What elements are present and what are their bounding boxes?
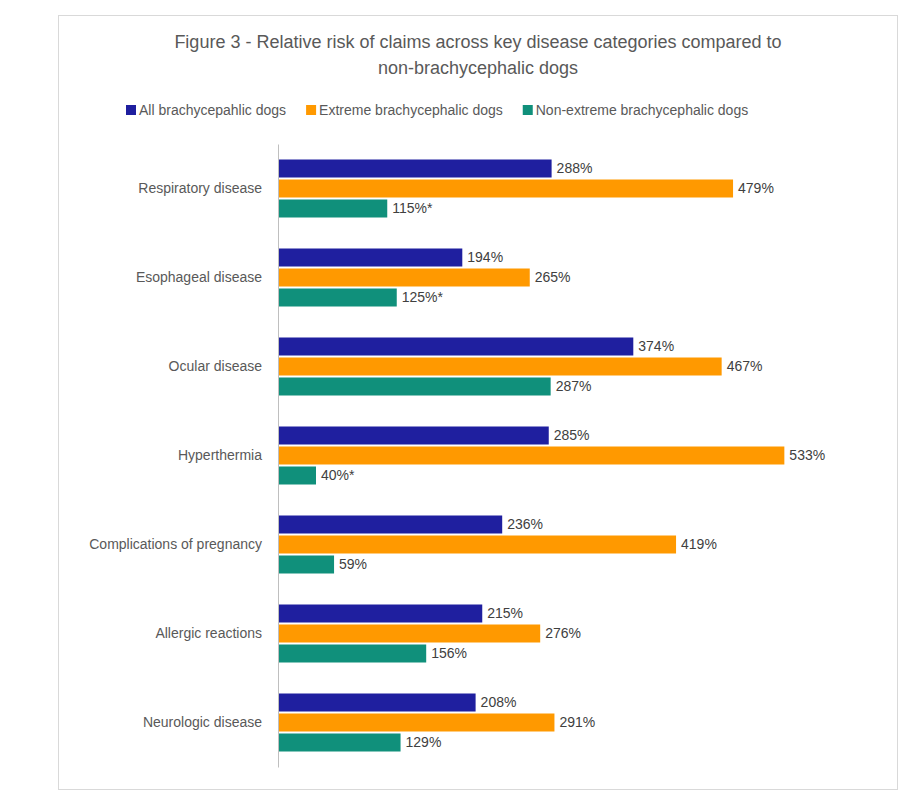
data-label: 115%* bbox=[392, 200, 433, 216]
tick: Allergic reactions bbox=[155, 625, 278, 641]
bar bbox=[278, 694, 476, 712]
title-line: non-brachycephalic dogs bbox=[378, 58, 578, 78]
data-label: 208% bbox=[481, 694, 517, 710]
data-label: 156% bbox=[431, 645, 467, 661]
tick-label: Esophageal disease bbox=[136, 269, 262, 285]
legend: All brachycepahlic dogs Extreme brachycep… bbox=[126, 102, 748, 118]
tick: Respiratory disease bbox=[138, 180, 278, 196]
data-label: 533% bbox=[789, 447, 825, 463]
data-label: 285% bbox=[554, 427, 590, 443]
bar bbox=[278, 536, 676, 554]
tick-label: Respiratory disease bbox=[138, 180, 262, 196]
data-label: 479% bbox=[738, 180, 774, 196]
legend-label: All brachycepahlic dogs bbox=[139, 102, 286, 118]
bar bbox=[278, 289, 397, 307]
legend-label: Extreme brachycephalic dogs bbox=[319, 102, 503, 118]
data-label: 276% bbox=[545, 625, 581, 641]
tick-label: Complications of pregnancy bbox=[89, 536, 262, 552]
data-label: 215% bbox=[487, 605, 523, 621]
bar bbox=[278, 338, 633, 356]
data-label: 288% bbox=[557, 160, 593, 176]
bar bbox=[278, 160, 552, 178]
tick: Esophageal disease bbox=[136, 269, 278, 285]
tick: Neurologic disease bbox=[143, 714, 278, 730]
data-label: 291% bbox=[559, 714, 595, 730]
bar bbox=[278, 605, 482, 623]
bar bbox=[278, 645, 426, 663]
tick: Complications of pregnancy bbox=[89, 536, 278, 552]
data-label: 194% bbox=[467, 249, 503, 265]
bar bbox=[278, 714, 554, 732]
bar bbox=[278, 516, 502, 534]
bar bbox=[278, 427, 549, 445]
bar bbox=[278, 200, 387, 218]
bar bbox=[278, 269, 530, 287]
data-label: 59% bbox=[339, 556, 367, 572]
category-axis: Respiratory disease Esophageal disease Ocu… bbox=[89, 145, 278, 768]
bar bbox=[278, 447, 784, 465]
bars bbox=[278, 160, 784, 752]
bar bbox=[278, 625, 540, 643]
data-labels: 288% 194% 374% 285% 236% 215% 208% 479% 265% 467%… bbox=[321, 160, 825, 750]
tick: Hyperthermia bbox=[178, 447, 278, 463]
tick-label: Ocular disease bbox=[169, 358, 263, 374]
legend-label: Non-extreme brachycephalic dogs bbox=[536, 102, 748, 118]
data-label: 125%* bbox=[402, 289, 444, 305]
tick-label: Allergic reactions bbox=[155, 625, 262, 641]
data-label: 129% bbox=[406, 734, 442, 750]
title-line: Figure 3 - Relative risk of claims acros… bbox=[174, 32, 781, 52]
axis-line bbox=[278, 145, 279, 768]
bar bbox=[278, 467, 316, 485]
bar bbox=[278, 378, 551, 396]
title: Figure 3 - Relative risk of claims acros… bbox=[174, 32, 781, 78]
bar bbox=[278, 180, 733, 198]
data-label: 236% bbox=[507, 516, 543, 532]
tick-label: Neurologic disease bbox=[143, 714, 262, 730]
bar bbox=[278, 556, 334, 574]
tick-label: Hyperthermia bbox=[178, 447, 262, 463]
data-label: 419% bbox=[681, 536, 717, 552]
bar bbox=[278, 358, 722, 376]
bar bbox=[278, 734, 401, 752]
data-label: 467% bbox=[727, 358, 763, 374]
legend-swatch bbox=[523, 105, 533, 115]
data-label: 265% bbox=[535, 269, 571, 285]
data-label: 374% bbox=[638, 338, 674, 354]
tick: Ocular disease bbox=[169, 358, 278, 374]
data-label: 40%* bbox=[321, 467, 355, 483]
legend-swatch bbox=[306, 105, 316, 115]
data-label: 287% bbox=[556, 378, 592, 394]
chart: Figure 3 - Relative risk of claims acros… bbox=[0, 0, 923, 805]
chart-frame bbox=[59, 16, 898, 790]
legend-swatch bbox=[126, 105, 136, 115]
bar bbox=[278, 249, 462, 267]
